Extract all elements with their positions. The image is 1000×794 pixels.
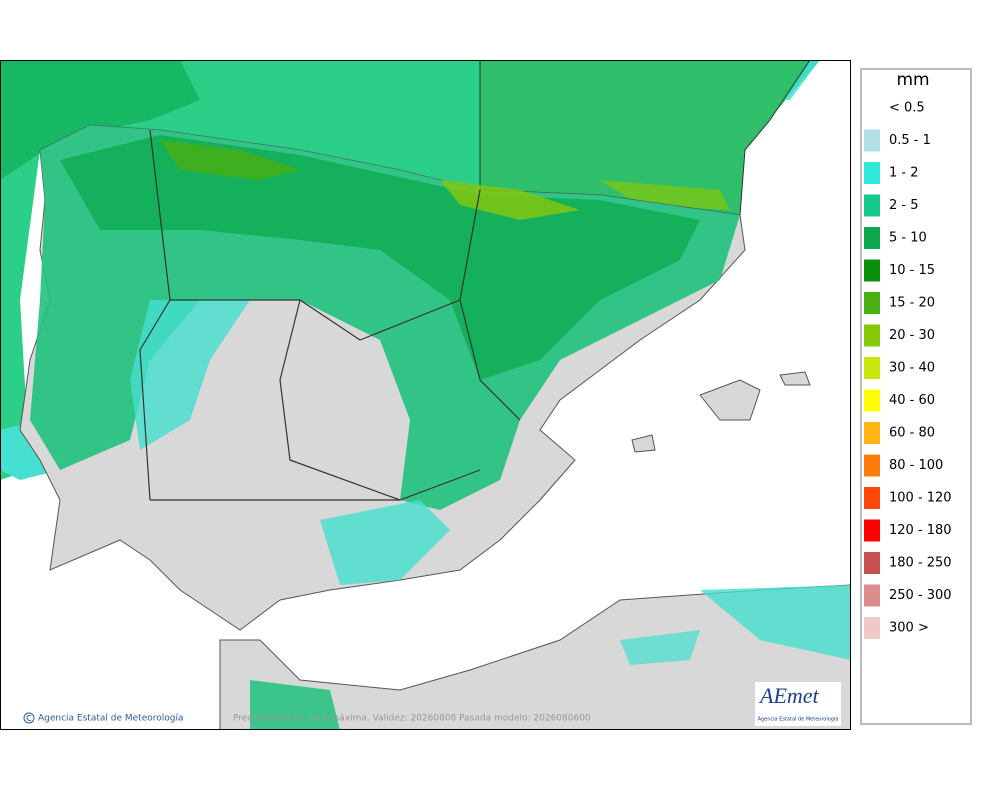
legend-label: 2 - 5 <box>889 198 919 213</box>
legend-label: 120 - 180 <box>889 523 952 538</box>
legend-label: 80 - 100 <box>889 458 943 473</box>
legend-swatch <box>864 324 880 347</box>
legend-swatch <box>864 162 880 184</box>
credit: Agencia Estatal de Meteorología <box>38 714 184 724</box>
legend-label: 0.5 - 1 <box>889 133 931 148</box>
logo-subtitle: Agencia Estatal de Meteorología <box>758 716 839 723</box>
legend-label: < 0.5 <box>889 101 925 116</box>
legend-swatch <box>864 357 880 379</box>
legend-swatch <box>864 617 880 639</box>
map-frame <box>0 60 851 730</box>
legend-swatch <box>864 552 880 574</box>
legend-swatch <box>864 519 880 542</box>
caption: Precipitación en 24 h máxima. Validez: 2… <box>233 713 591 724</box>
legend-label: 15 - 20 <box>889 296 935 311</box>
legend-label: 40 - 60 <box>889 393 935 408</box>
logo-box <box>755 682 841 726</box>
legend-label: 5 - 10 <box>889 231 927 246</box>
legend-swatch <box>864 422 880 444</box>
legend-swatch <box>864 389 880 412</box>
rain-5-10 <box>60 135 700 380</box>
legend-label: 60 - 80 <box>889 426 935 441</box>
legend-label: 10 - 15 <box>889 263 935 278</box>
legend-swatch <box>864 129 880 152</box>
africa <box>219 584 851 730</box>
legend-label: 300 > <box>889 621 929 636</box>
legend-label: 20 - 30 <box>889 328 935 343</box>
legend-label: 1 - 2 <box>889 166 919 181</box>
map <box>0 60 851 730</box>
legend-swatch <box>864 584 880 607</box>
legend-swatch <box>864 487 880 509</box>
legend-swatch <box>864 259 880 282</box>
legend-swatch <box>864 292 880 314</box>
logo-name: AEmet <box>758 683 820 708</box>
legend-label: 30 - 40 <box>889 361 935 376</box>
legend-label: 250 - 300 <box>889 588 952 603</box>
legend-swatch <box>864 454 880 477</box>
legend-swatch <box>864 227 880 249</box>
legend-swatch <box>864 194 880 217</box>
legend-label: 180 - 250 <box>889 556 952 571</box>
legend-label: 100 - 120 <box>889 491 952 506</box>
legend-title: mm <box>896 70 929 90</box>
copyright-icon <box>23 712 35 724</box>
